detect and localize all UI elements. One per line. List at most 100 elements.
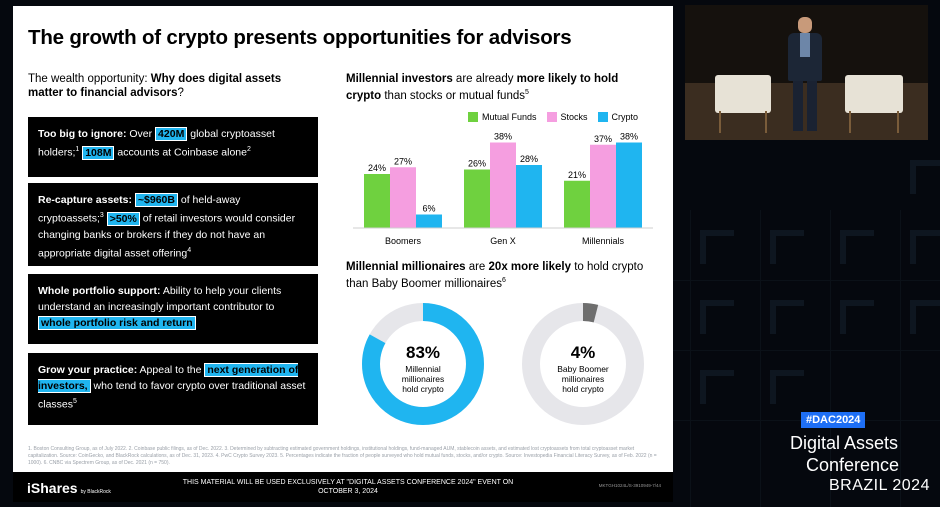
heading-text: than stocks or mutual funds [381,89,525,102]
bg-chevron-shape [840,300,874,334]
event-title-line2: Conference [806,455,900,475]
donut-caption: hold crypto [562,384,604,394]
left-heading-prefix: The wealth opportunity: [28,73,151,85]
heading-bold: more likely to hold crypto [346,73,619,102]
point-box-grow-your-practice: Grow your practice: Appeal to the next g… [28,353,318,425]
bar-value-label: 38% [620,132,638,142]
footnotes: 1. Boston Consulting Group, as of July 2… [28,446,657,466]
bg-chevron-shape [910,230,940,264]
bar [416,214,442,228]
bg-chevron-shape [910,160,940,194]
footer-notice: THIS MATERIAL WILL BE USED EXCLUSIVELY A… [182,479,514,495]
point-box-whole-portfolio-support: Whole portfolio support: Ability to help… [28,274,318,344]
category-label: Millennials [582,236,625,246]
presentation-slide: The growth of crypto presents opportunit… [13,6,673,502]
legend-label: Mutual Funds [482,112,537,122]
bg-chevron-shape [770,370,804,404]
box-text: Ability to help your clients understand … [38,285,282,313]
armchair-right [845,75,903,113]
footer-code: MKTGH1024L/S-3910949-7/44 [598,483,661,488]
legend-label: Stocks [560,112,588,122]
donut-segment [522,303,644,425]
bar-chart-heading: Millennial investors are already more li… [346,72,646,103]
point-box-recapture-assets: Re-capture assets: ~$960B of held-away c… [28,183,318,266]
footnote-ref: 5 [524,89,529,96]
donut-caption: Baby Boomer [557,364,609,374]
legend-item: Stocks [546,112,588,122]
logo-subtext: by BlackRock [80,489,111,495]
bar [616,142,642,228]
box-text: of held-away cryptoassets; [38,194,241,225]
slide-title: The growth of crypto presents opportunit… [28,26,572,49]
heading-text: are [465,261,489,273]
bar [516,165,542,228]
slide-footer: iShares by BlackRock THIS MATERIAL WILL B… [13,472,673,502]
bar [590,144,616,228]
footnote-ref: 1 [75,146,80,153]
logo-text: iShares [27,480,78,496]
chair-leg [719,111,721,133]
event-title-line1: Digital Assets [790,433,899,453]
highlight-stat: whole portfolio risk and return [38,316,196,330]
legend-swatch [597,112,608,122]
bg-chevron-shape [770,230,804,264]
donut-caption: millionaires [562,374,605,384]
bg-chevron-shape [700,300,734,334]
category-label: Gen X [490,236,516,246]
bar-chart: 24% 27% 6% Boomers 26% 38% 28% Gen X 21% 37% 38% Mi… [353,132,653,246]
footnote-ref: 3 [99,212,104,219]
event-hashtag: #DAC2024 [801,412,866,428]
highlight-stat: >50% [106,211,140,226]
footnote-ref: 5 [73,398,77,405]
box-text: Appeal to the [137,364,205,376]
donut-caption: millionaires [402,374,445,384]
bar-value-label: 38% [494,132,512,142]
bar-value-label: 28% [520,154,538,164]
bg-chevron-shape [700,370,734,404]
donut-segment [362,303,484,425]
bar-value-label: 6% [422,204,435,214]
chair-leg [897,111,899,133]
bar [364,174,390,228]
box-text: accounts at Coinbase alone [114,146,247,159]
highlight-stat: ~$960B [134,193,178,207]
left-section-heading: The wealth opportunity: Why does digital… [28,72,318,100]
highlight-stat: 420M [155,127,188,141]
bar [564,180,590,228]
event-title-line3: BRAZIL 2024 [829,477,930,494]
left-heading-bold: Why does digital assets matter to financ… [28,73,282,99]
box-text: Over [126,128,156,140]
footnote-ref: 6 [501,277,506,284]
donut-value: 4% [571,343,596,362]
box-text: who tend to favor crypto over traditiona… [38,380,306,411]
donut-chart-heading: Millennial millionaires are 20x more lik… [346,260,646,291]
bar-value-label: 24% [368,163,386,173]
heading-text: are already [452,73,517,85]
bg-line [760,210,761,507]
bg-line [830,210,831,507]
bar-chart-legend: Mutual Funds Stocks Crypto [468,112,638,122]
box-keyword: Re-capture assets: [38,194,132,206]
speaker-leg [807,81,817,131]
heading-bold: Millennial investors [346,73,453,85]
bar [490,142,516,228]
speaker-shirt [800,33,810,57]
ishares-logo: iShares by BlackRock [27,480,111,496]
bar-value-label: 27% [394,156,412,166]
legend-swatch [546,112,557,122]
bg-chevron-shape [840,230,874,264]
bar [464,169,490,228]
chair-leg [765,111,767,133]
bar-value-label: 37% [594,134,612,144]
chair-leg [849,111,851,133]
box-text: global cryptoasset holders; [38,128,275,159]
box-text: of retail investors would consider chang… [38,212,296,260]
left-heading-suffix: ? [177,87,184,99]
footnote-ref: 4 [187,246,192,254]
category-label: Boomers [385,236,422,246]
bar [390,167,416,228]
donut-caption: Millennial [405,364,441,374]
footnote-ref: 2 [246,146,251,153]
